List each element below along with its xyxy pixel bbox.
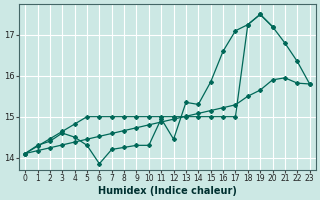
X-axis label: Humidex (Indice chaleur): Humidex (Indice chaleur): [98, 186, 237, 196]
